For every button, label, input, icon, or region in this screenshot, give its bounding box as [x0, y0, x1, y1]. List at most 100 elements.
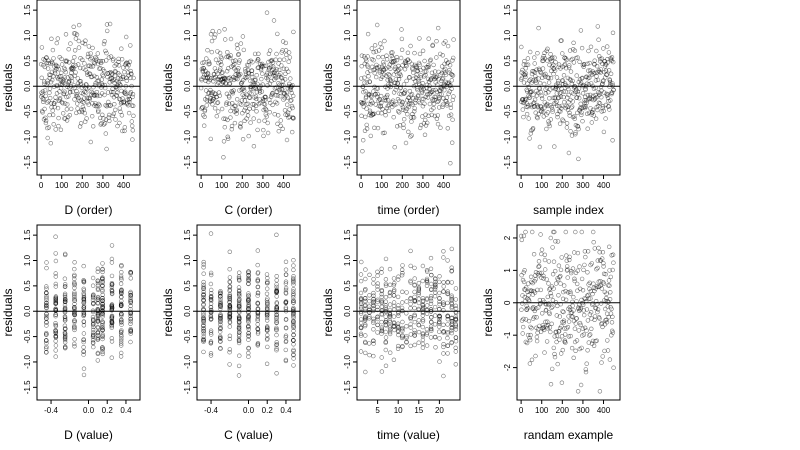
data-point [391, 293, 397, 298]
data-point [115, 90, 120, 95]
data-point [243, 69, 248, 74]
data-point [398, 55, 404, 61]
data-point [437, 307, 442, 312]
data-point [445, 289, 450, 294]
data-point [544, 48, 549, 53]
data-point [430, 98, 436, 104]
points-p1 [38, 21, 136, 152]
data-point [580, 118, 585, 124]
data-point [424, 69, 429, 74]
data-point [379, 270, 384, 275]
data-point [593, 306, 599, 311]
data-point [383, 256, 389, 262]
x-tick-label: -0.4 [204, 406, 218, 415]
y-axis-label: residuals [481, 63, 495, 111]
data-point [379, 100, 384, 106]
data-point [128, 43, 133, 48]
data-point [587, 333, 592, 338]
data-point [211, 96, 216, 102]
data-point [276, 61, 281, 66]
data-point [426, 36, 431, 41]
data-point [554, 313, 559, 318]
data-point [127, 99, 132, 105]
data-point [201, 265, 206, 270]
data-point [387, 289, 393, 295]
y-tick-label: -1.0 [183, 355, 192, 369]
data-point [537, 80, 543, 86]
data-point [600, 354, 605, 359]
data-point [424, 276, 430, 282]
data-point [245, 113, 251, 118]
data-point [62, 331, 68, 336]
data-point [451, 37, 456, 42]
x-tick-label: 400 [437, 181, 451, 190]
data-point [70, 59, 76, 64]
data-point [65, 102, 70, 107]
data-point [445, 335, 450, 341]
data-point [81, 313, 86, 319]
data-point [394, 101, 399, 107]
data-point [231, 59, 236, 64]
data-point [397, 110, 402, 115]
data-point [542, 257, 548, 263]
data-point [218, 334, 223, 339]
data-point [119, 319, 124, 324]
data-point [210, 97, 216, 102]
data-point [236, 332, 242, 337]
data-point [407, 98, 413, 104]
data-point [550, 272, 556, 277]
data-point [128, 297, 133, 303]
data-point [412, 330, 417, 336]
data-point [277, 57, 282, 62]
data-point [610, 30, 616, 35]
data-point [547, 325, 553, 330]
y-tick-label: -0.5 [183, 329, 192, 343]
data-point [224, 91, 230, 97]
data-point [554, 339, 559, 345]
data-point [291, 29, 296, 35]
data-point [291, 298, 296, 303]
data-point [551, 345, 556, 351]
data-point [607, 78, 613, 83]
data-point [553, 59, 558, 65]
data-point [358, 325, 364, 330]
data-point [130, 128, 136, 133]
data-point [255, 326, 260, 331]
data-point [449, 246, 454, 252]
data-point [227, 300, 232, 305]
data-point [40, 96, 45, 101]
data-point [383, 109, 388, 114]
data-point [90, 308, 96, 313]
data-point [53, 234, 58, 239]
data-point [537, 270, 542, 276]
data-point [400, 263, 405, 268]
data-point [228, 55, 233, 61]
data-point [227, 347, 233, 352]
data-point [528, 131, 533, 136]
data-point [573, 130, 578, 135]
data-point [283, 300, 289, 305]
data-point [578, 28, 584, 33]
data-point [225, 49, 230, 55]
data-point [218, 289, 223, 294]
data-point [594, 63, 600, 69]
data-point [578, 305, 584, 311]
data-point [449, 326, 454, 331]
data-point [75, 106, 80, 111]
data-point [449, 340, 454, 345]
data-point [525, 305, 530, 311]
data-point [428, 266, 434, 271]
data-point [129, 71, 134, 77]
data-point [62, 75, 68, 80]
data-point [449, 78, 454, 83]
data-point [72, 344, 77, 349]
data-point [400, 319, 405, 325]
data-point [590, 107, 596, 113]
data-point [564, 125, 570, 130]
data-point [597, 250, 602, 255]
data-point [379, 369, 385, 374]
data-point [227, 308, 233, 313]
data-point [450, 117, 455, 122]
x-tick-label: 0.0 [83, 406, 95, 415]
data-point [235, 76, 240, 82]
